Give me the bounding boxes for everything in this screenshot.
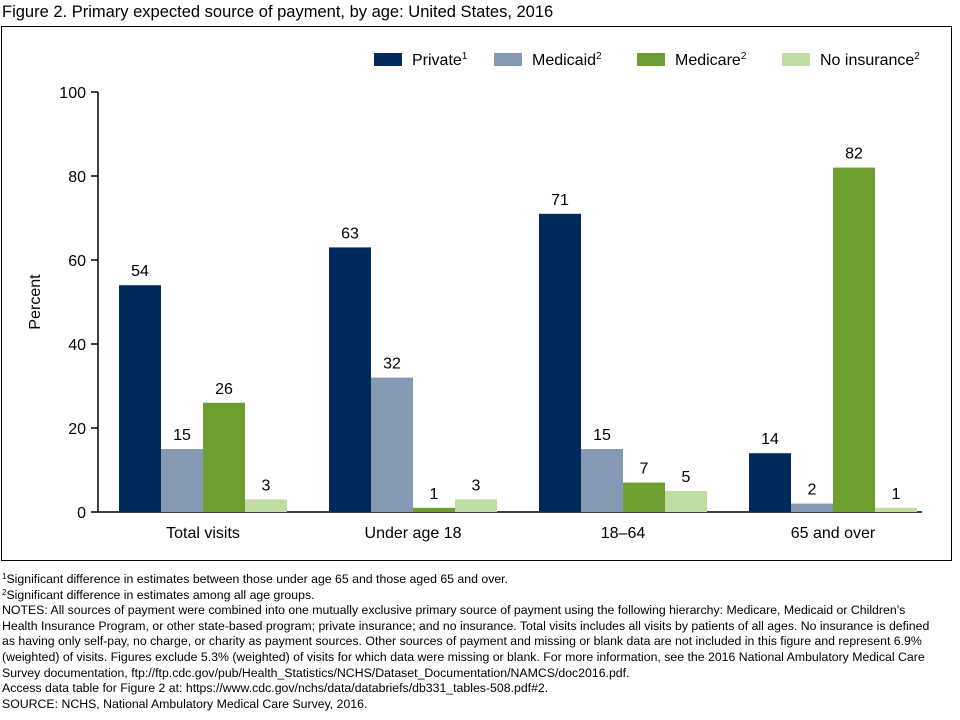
data-label: 5 bbox=[682, 469, 691, 486]
legend-swatch bbox=[494, 53, 522, 66]
x-tick-label: Total visits bbox=[166, 525, 240, 542]
footnote-2-text: Significant difference in estimates amon… bbox=[6, 587, 315, 602]
bar bbox=[665, 491, 707, 512]
legend-swatch bbox=[637, 53, 665, 66]
bar bbox=[455, 499, 497, 512]
y-tick-label: 100 bbox=[59, 85, 86, 102]
bar bbox=[161, 449, 203, 512]
bar bbox=[329, 247, 371, 512]
footnote-1-text: Significant difference in estimates betw… bbox=[6, 572, 509, 586]
x-tick-label: Under age 18 bbox=[365, 525, 462, 542]
bar bbox=[119, 285, 161, 512]
data-label: 3 bbox=[262, 477, 271, 494]
legend-swatch bbox=[374, 53, 402, 66]
data-label: 1 bbox=[430, 486, 439, 503]
legend-swatch bbox=[782, 53, 810, 66]
bar bbox=[623, 482, 665, 512]
data-label: 26 bbox=[215, 381, 233, 398]
data-label: 82 bbox=[845, 146, 863, 163]
bar bbox=[539, 213, 581, 513]
source-text: SOURCE: NCHS, National Ambulatory Medica… bbox=[2, 696, 368, 711]
footnote-2-marker: 2 bbox=[2, 587, 7, 597]
data-label: 7 bbox=[640, 461, 649, 478]
chart-frame: 0 20 40 60 80 100 Percent 54 15 26 3 Total visits 63… bbox=[1, 26, 952, 561]
bar bbox=[749, 453, 791, 512]
legend-label: Private1 bbox=[412, 51, 468, 69]
data-label: 3 bbox=[472, 477, 481, 494]
y-tick-label: 20 bbox=[68, 421, 86, 438]
bar bbox=[581, 449, 623, 512]
data-label: 15 bbox=[593, 427, 611, 444]
data-label: 15 bbox=[173, 427, 191, 444]
bar bbox=[413, 507, 455, 512]
legend-label: Medicaid2 bbox=[532, 51, 602, 69]
bar bbox=[833, 167, 875, 512]
footnote-1: 1Significant difference in estimates bet… bbox=[2, 572, 942, 588]
legend-label: Medicare2 bbox=[675, 51, 747, 69]
y-tick-label: 40 bbox=[68, 337, 86, 354]
y-tick-label: 80 bbox=[68, 169, 86, 186]
x-tick-label: 18–64 bbox=[601, 525, 646, 542]
data-label: 14 bbox=[761, 431, 779, 448]
legend-label: No insurance2 bbox=[820, 51, 920, 69]
footnote-2: 2Significant difference in estimates amo… bbox=[2, 588, 942, 604]
data-label: 1 bbox=[892, 486, 901, 503]
notes-text: NOTES: All sources of payment were combi… bbox=[2, 603, 930, 680]
bar bbox=[245, 499, 287, 512]
bar bbox=[875, 507, 917, 512]
data-label: 71 bbox=[551, 192, 569, 209]
footnotes: 1Significant difference in estimates bet… bbox=[2, 572, 942, 712]
bar bbox=[371, 377, 413, 512]
data-label: 2 bbox=[808, 482, 817, 499]
footnote-1-marker: 1 bbox=[2, 572, 7, 581]
data-label: 32 bbox=[383, 356, 401, 373]
data-label: 63 bbox=[341, 225, 359, 242]
access-text: Access data table for Figure 2 at: https… bbox=[2, 681, 549, 696]
y-axis-label: Percent bbox=[27, 274, 44, 330]
figure-title: Figure 2. Primary expected source of pay… bbox=[2, 3, 554, 21]
bar bbox=[791, 503, 833, 512]
y-tick-label: 60 bbox=[68, 253, 86, 270]
y-tick-label: 0 bbox=[77, 505, 86, 522]
x-tick-label: 65 and over bbox=[791, 525, 876, 542]
data-label: 54 bbox=[131, 263, 149, 280]
bar bbox=[203, 402, 245, 512]
